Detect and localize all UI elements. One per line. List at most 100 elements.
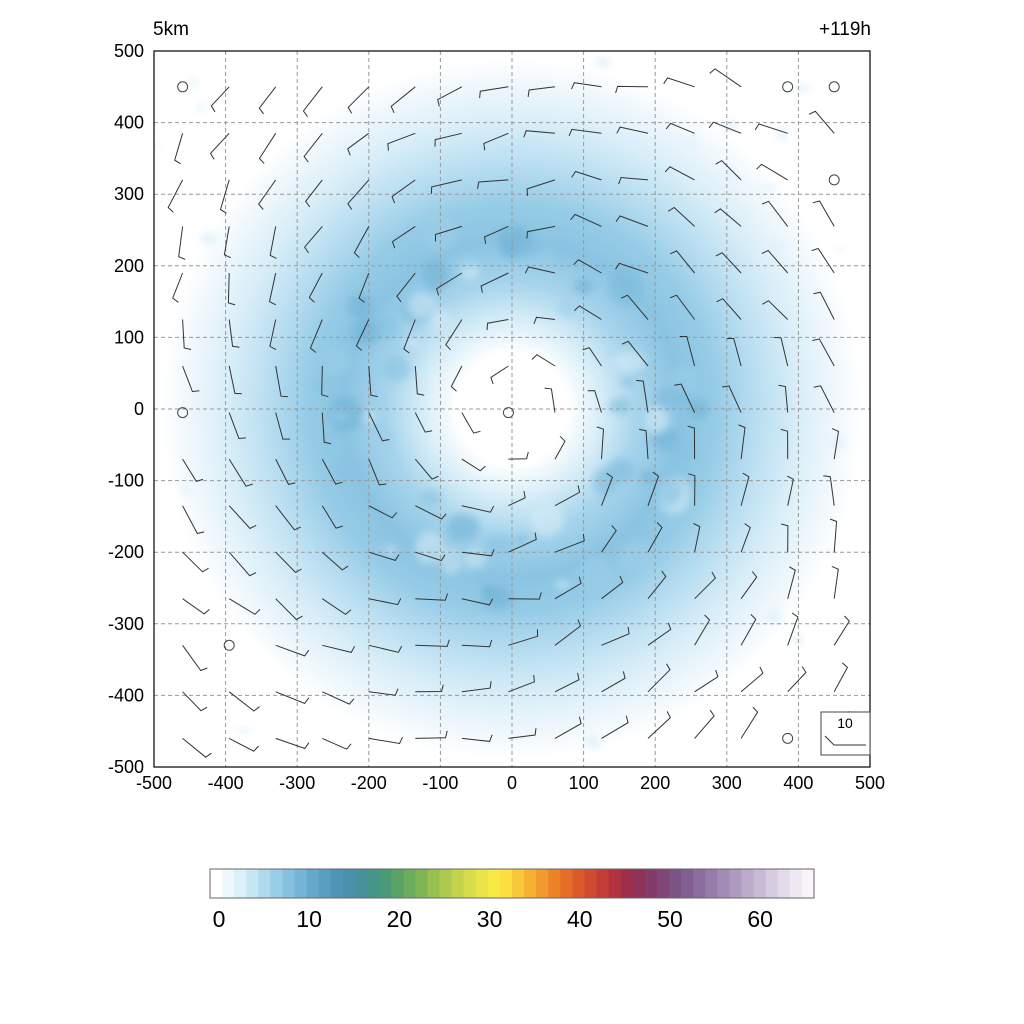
wind-barb bbox=[761, 249, 789, 274]
wind-barb bbox=[531, 354, 556, 367]
wind-barb bbox=[674, 383, 696, 413]
wind-barb bbox=[228, 505, 257, 530]
x-axis-tick-labels: -500 -400 -300 -200 -100 0 100 200 300 400 500 bbox=[136, 773, 885, 793]
wind-barb bbox=[182, 505, 205, 535]
colorbar-tick-label: 20 bbox=[387, 906, 413, 932]
wind-barb bbox=[368, 458, 387, 486]
plot-frame bbox=[153, 50, 871, 768]
wind-barb bbox=[368, 412, 390, 442]
wind-barb bbox=[275, 644, 310, 657]
wind-barb bbox=[477, 179, 509, 189]
wind-barb bbox=[275, 365, 288, 398]
reference-box bbox=[820, 711, 871, 756]
calm-wind-circle bbox=[223, 639, 235, 651]
wind-barb bbox=[554, 716, 582, 739]
colorbar-cell bbox=[367, 869, 380, 898]
wind-barb bbox=[554, 533, 585, 553]
wind-barb bbox=[787, 666, 807, 693]
wind-barb bbox=[355, 319, 370, 351]
wind-barb bbox=[582, 347, 602, 367]
wind-barb bbox=[490, 365, 509, 385]
wind-barb bbox=[227, 272, 236, 306]
convective-cell bbox=[350, 318, 382, 345]
wind-barb bbox=[304, 179, 323, 208]
wind-barb bbox=[738, 424, 746, 460]
y-tick-label: -300 bbox=[108, 614, 144, 634]
wind-barb bbox=[833, 615, 850, 646]
wind-barb bbox=[228, 551, 257, 577]
wind-barb bbox=[694, 571, 717, 600]
wind-barb bbox=[347, 132, 370, 156]
wind-barb bbox=[182, 691, 208, 712]
convective-cell bbox=[551, 240, 570, 262]
y-axis-tick-labels: 500 400 300 200 100 0 -100 -200 -300 -400 -500 bbox=[108, 41, 144, 777]
wind-barb bbox=[813, 291, 835, 320]
wind-barb bbox=[414, 458, 439, 480]
wind-barb bbox=[228, 319, 240, 348]
convective-cell bbox=[669, 438, 698, 462]
wind-barb bbox=[303, 132, 323, 163]
light-precip-speckle bbox=[772, 240, 787, 249]
wind-barb bbox=[347, 179, 370, 210]
light-precip-speckle bbox=[766, 610, 782, 624]
convective-cell bbox=[404, 337, 419, 348]
wind-barb bbox=[639, 428, 649, 460]
colorbar-cell bbox=[318, 869, 332, 898]
colorbar-cell bbox=[560, 869, 573, 898]
wind-barb bbox=[679, 336, 696, 367]
wind-barb bbox=[461, 734, 493, 742]
wind-barb bbox=[368, 688, 399, 696]
colorbar-cell bbox=[669, 869, 682, 898]
colorbar-tick-label: 40 bbox=[567, 906, 593, 932]
wind-barb bbox=[387, 132, 416, 151]
colorbar: 0 10 20 30 40 50 60 bbox=[209, 868, 815, 932]
wind-barb bbox=[787, 612, 799, 646]
y-tick-label: 100 bbox=[114, 327, 144, 347]
colorbar-cell bbox=[729, 869, 743, 898]
convective-cell bbox=[557, 300, 576, 318]
light-precip-speckle bbox=[234, 727, 253, 733]
x-tick-label: 100 bbox=[569, 773, 599, 793]
x-tick-label: -500 bbox=[136, 773, 172, 793]
x-tick-label: 300 bbox=[712, 773, 742, 793]
wind-barb bbox=[228, 598, 261, 615]
wind-barb bbox=[483, 132, 509, 151]
wind-barb bbox=[258, 133, 277, 164]
colorbar-cell bbox=[632, 869, 646, 898]
reference-barb-label: 10 bbox=[837, 715, 853, 731]
wind-barb bbox=[554, 672, 580, 693]
wind-barb bbox=[618, 176, 649, 185]
y-tick-label: 200 bbox=[114, 256, 144, 276]
colorbar-cell bbox=[306, 869, 320, 898]
light-precip-speckle bbox=[831, 437, 845, 450]
wind-barb bbox=[309, 319, 323, 353]
wind-barb bbox=[601, 715, 629, 739]
colorbar-cell bbox=[463, 869, 477, 898]
convective-cell bbox=[644, 405, 669, 434]
convective-cell bbox=[606, 457, 635, 483]
wind-barb bbox=[829, 518, 838, 553]
wind-barb bbox=[669, 250, 695, 274]
convective-cell bbox=[653, 387, 689, 412]
wind-barb bbox=[390, 86, 416, 114]
colorbar-cell bbox=[451, 869, 465, 898]
calm-wind-circle bbox=[828, 174, 840, 186]
convective-cell bbox=[323, 349, 351, 374]
wind-barb bbox=[780, 428, 789, 460]
wind-barb bbox=[450, 365, 463, 392]
convective-cell bbox=[574, 278, 594, 295]
colorbar-cells bbox=[210, 869, 815, 898]
wind-barb bbox=[172, 272, 184, 303]
wind-barb bbox=[258, 86, 277, 115]
y-tick-label: 400 bbox=[114, 113, 144, 133]
wind-barb bbox=[808, 110, 835, 134]
wind-barb bbox=[358, 272, 370, 303]
colorbar-cell bbox=[342, 869, 356, 898]
wind-barb bbox=[554, 576, 582, 600]
colorbar-cell bbox=[693, 869, 706, 898]
wind-barb bbox=[544, 387, 556, 413]
wind-barb bbox=[688, 473, 696, 506]
wind-barb bbox=[778, 384, 789, 413]
convective-cell bbox=[484, 533, 514, 556]
colorbar-tick-label: 60 bbox=[747, 906, 773, 932]
